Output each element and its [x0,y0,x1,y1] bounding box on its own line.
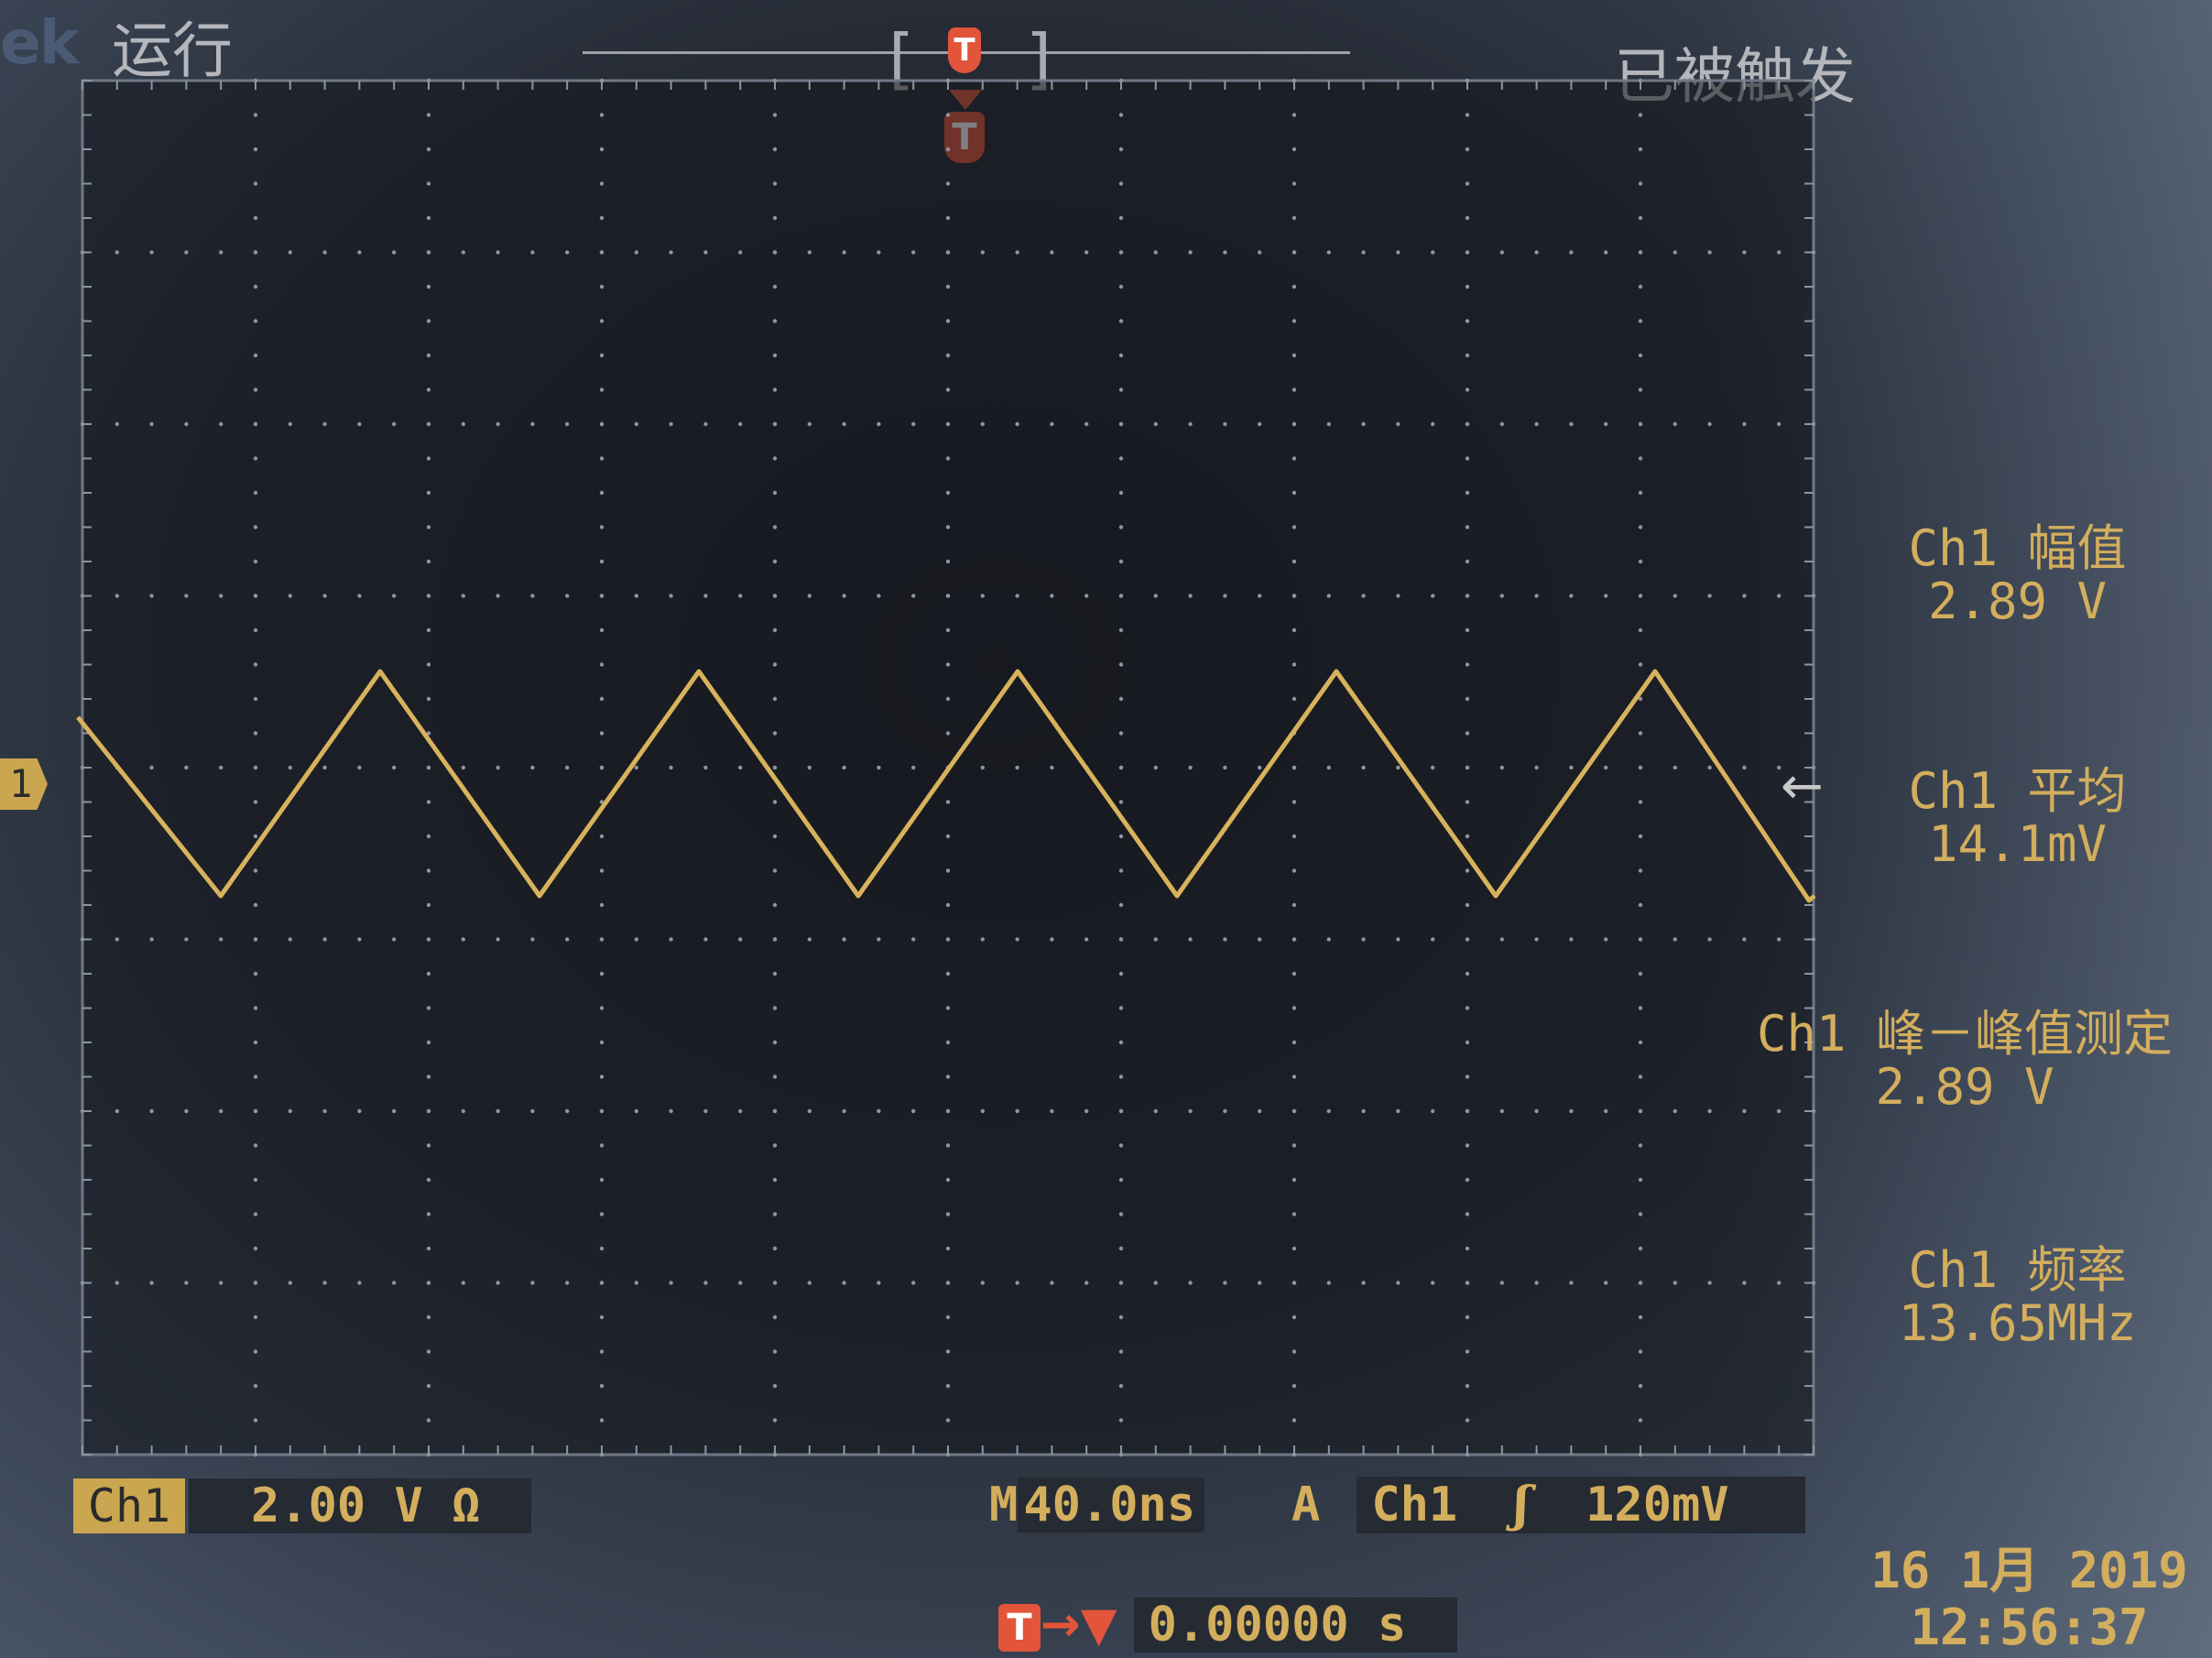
datetime: 16 1月 2019 12:56:37 [1848,1543,2210,1656]
measurement-peak-to-peak: Ch1 峰－峰值测定 2.89 V [1722,1008,2207,1114]
trigger-level-arrow-icon[interactable]: ← [1781,757,1824,816]
channel-1-trace [76,669,1816,903]
timebase-prefix: M [989,1478,1019,1533]
horizontal-timebase: M 40.0ns [989,1477,1205,1533]
vertical-scale: 2.00 V Ω [189,1478,531,1533]
measurement-value: 13.65MHz [1898,1294,2137,1352]
channel-badge[interactable]: Ch1 [73,1478,185,1533]
date: 16 1月 2019 [1870,1542,2188,1599]
timebase-value: 40.0ns [1018,1478,1205,1533]
arrow-icon: →▼ [1041,1598,1117,1653]
acquisition-state: 运行 [112,16,233,86]
trigger-position-value: 0.00000 s [1133,1598,1458,1653]
measurement-mean: Ch1 平均 14.1mV [1827,765,2207,871]
measurement-label: Ch1 峰－峰值测定 [1756,1005,2174,1063]
trigger-level: 120mV [1585,1478,1729,1533]
measurement-label: Ch1 平均 [1908,762,2127,820]
graticule [76,78,1816,1457]
rising-edge-icon: ʃ [1513,1477,1530,1533]
trigger-source: Ch1 [1371,1478,1458,1533]
brand-logo: ek [0,7,80,78]
trigger-icon: T [998,1604,1041,1652]
measurement-label: Ch1 频率 [1908,1241,2127,1299]
measurement-label: Ch1 幅值 [1908,519,2127,577]
time: 12:56:37 [1910,1598,2149,1656]
trigger-settings: A Ch1 ʃ 120mV [1291,1477,1814,1533]
trigger-position-readout: T →▼ 0.00000 s [998,1598,1458,1653]
graticule-dots [80,78,1816,1457]
measurement-value: 2.89 V [1927,573,2108,630]
measurement-frequency: Ch1 频率 13.65MHz [1827,1244,2207,1350]
measurement-value: 2.89 V [1875,1058,2054,1116]
waveform-display [64,71,1836,1464]
measurement-value: 14.1mV [1927,815,2108,873]
measurement-amplitude: Ch1 幅值 2.89 V [1827,522,2207,628]
trigger-mode: A [1291,1478,1321,1533]
channel-1-ground-marker[interactable]: 1 [0,758,48,810]
timeline-trigger-marker[interactable]: T [948,27,981,73]
